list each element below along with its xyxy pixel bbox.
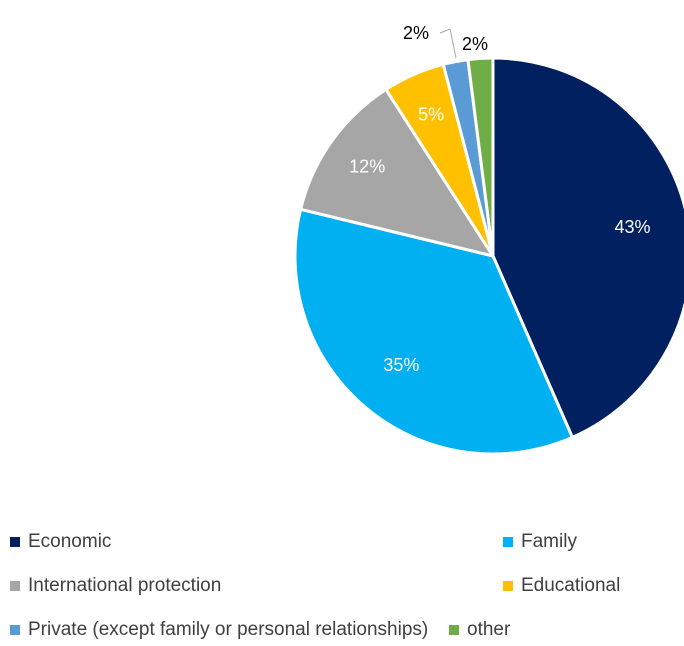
data-label-other: 2%: [462, 34, 488, 54]
data-label-educational: 5%: [418, 105, 444, 125]
data-label-family: 35%: [383, 355, 419, 375]
pie-slice-family: [293, 207, 574, 456]
leader-line-private: [439, 28, 457, 59]
pie-slice-international-protection: [299, 87, 495, 258]
pie-slice-other: [466, 56, 495, 258]
data-label-economic: 43%: [615, 217, 651, 237]
data-label-international-protection: 12%: [349, 156, 385, 176]
data-label-private: 2%: [403, 23, 429, 43]
pie-slice-economic: [491, 56, 684, 439]
